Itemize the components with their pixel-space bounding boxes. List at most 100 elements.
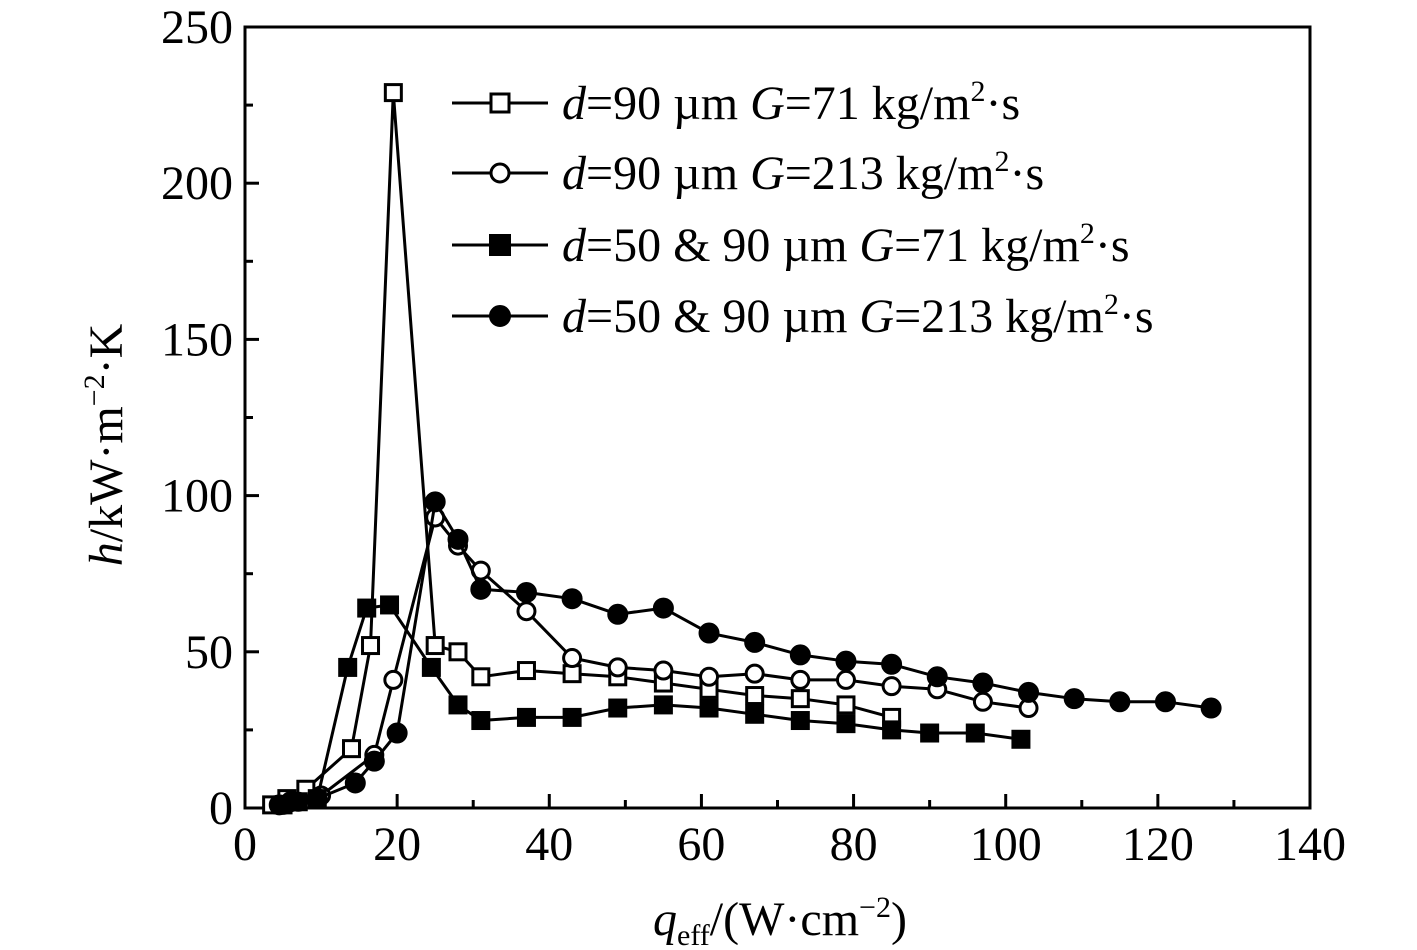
data-point — [790, 711, 810, 731]
series-line — [282, 516, 1029, 807]
data-point — [608, 698, 628, 718]
data-point — [386, 722, 408, 744]
data-point — [515, 581, 537, 603]
data-point — [562, 648, 583, 669]
data-point — [447, 528, 469, 550]
data-point — [965, 723, 985, 743]
data-point — [882, 720, 902, 740]
data-point — [790, 669, 811, 690]
data-point — [745, 704, 765, 724]
data-point — [470, 578, 492, 600]
series-layer — [262, 83, 1222, 816]
data-point — [561, 588, 583, 610]
data-point — [699, 698, 719, 718]
data-point — [471, 667, 491, 687]
data-point — [516, 601, 537, 622]
data-point — [516, 707, 536, 727]
data-point — [835, 650, 857, 672]
x-tick-label: 140 — [1274, 818, 1346, 871]
data-point — [306, 788, 328, 810]
data-point — [342, 739, 361, 759]
data-point — [383, 669, 404, 690]
data-point — [1063, 688, 1085, 710]
legend-item-d50-90-g71: d=50 & 90 µm G=71 kg/m2·s — [452, 217, 1130, 272]
data-point — [1018, 681, 1040, 703]
series-1 — [262, 83, 902, 815]
y-tick-label: 250 — [161, 1, 233, 54]
data-point — [280, 791, 302, 813]
x-axis-var: q — [653, 893, 677, 946]
y-axis-tail: ·K — [80, 323, 133, 374]
data-point — [835, 669, 856, 690]
data-point — [1109, 691, 1131, 713]
data-point — [652, 597, 674, 619]
data-point — [789, 644, 811, 666]
data-point — [1011, 729, 1031, 749]
x-tick-label: 100 — [970, 818, 1042, 871]
series-4 — [268, 491, 1222, 816]
data-point — [920, 723, 940, 743]
data-point — [338, 657, 358, 677]
data-point — [380, 595, 400, 615]
data-point — [745, 686, 765, 706]
data-point — [516, 661, 536, 681]
series-line — [282, 603, 1022, 807]
x-axis-subscript: eff — [677, 919, 710, 950]
data-point — [424, 491, 446, 513]
data-point — [421, 657, 441, 677]
y-tick-label: 200 — [161, 157, 233, 210]
data-point — [926, 666, 948, 688]
data-point — [363, 750, 385, 772]
x-axis-title: qeff/(W·cm−2) — [653, 891, 907, 950]
data-point — [344, 772, 366, 794]
data-point — [653, 660, 674, 681]
data-point — [607, 603, 629, 625]
x-tick-label: 20 — [373, 818, 421, 871]
y-tick-label: 0 — [209, 782, 233, 835]
data-point — [698, 622, 720, 644]
series-line — [278, 500, 1212, 807]
legend-label: d=50 & 90 µm G=213 kg/m2·s — [562, 288, 1154, 343]
x-tick-label: 120 — [1122, 818, 1194, 871]
legend-marker-circle-filled — [489, 305, 511, 327]
series-2 — [273, 507, 1039, 815]
legend-label: d=50 & 90 µm G=71 kg/m2·s — [562, 217, 1130, 272]
y-axis-exponent: −2 — [78, 374, 111, 406]
data-point — [1200, 697, 1222, 719]
legend-item-d90-g71: d=90 µm G=71 kg/m2·s — [452, 75, 1020, 130]
y-axis-var: h — [80, 542, 133, 566]
data-point — [836, 714, 856, 734]
x-axis-exponent: −2 — [859, 891, 891, 924]
legend-item-d90-g213: d=90 µm G=213 kg/m2·s — [452, 145, 1044, 200]
data-point — [448, 642, 468, 662]
data-point — [562, 664, 582, 684]
data-point — [836, 695, 856, 715]
data-point — [744, 663, 765, 684]
legend-marker-circle-open — [489, 162, 511, 184]
x-tick-label: 60 — [677, 818, 725, 871]
data-point — [790, 689, 810, 709]
y-axis-title: h/kW·m−2·K — [78, 323, 133, 566]
axes-layer: 0 20 40 60 80 100 120 140 0 50 100 150 200 250 — [161, 1, 1346, 871]
data-point — [972, 691, 993, 712]
data-point — [744, 631, 766, 653]
x-tick-label: 0 — [233, 818, 257, 871]
data-point — [607, 657, 628, 678]
legend-label: d=90 µm G=71 kg/m2·s — [562, 75, 1020, 130]
y-tick-label: 50 — [185, 626, 233, 679]
legend-marker-square-open — [489, 92, 511, 114]
x-axis-close: ) — [891, 893, 907, 946]
data-point — [448, 695, 468, 715]
data-point — [972, 672, 994, 694]
data-point — [653, 695, 673, 715]
data-point — [357, 598, 377, 618]
y-axis-unit: /kW·m — [80, 406, 133, 542]
data-point — [425, 636, 445, 656]
data-point — [361, 636, 381, 656]
data-point — [562, 707, 582, 727]
legend-marker-square-filled — [489, 234, 511, 256]
x-tick-label: 80 — [830, 818, 878, 871]
data-point — [881, 676, 902, 697]
data-point — [881, 653, 903, 675]
